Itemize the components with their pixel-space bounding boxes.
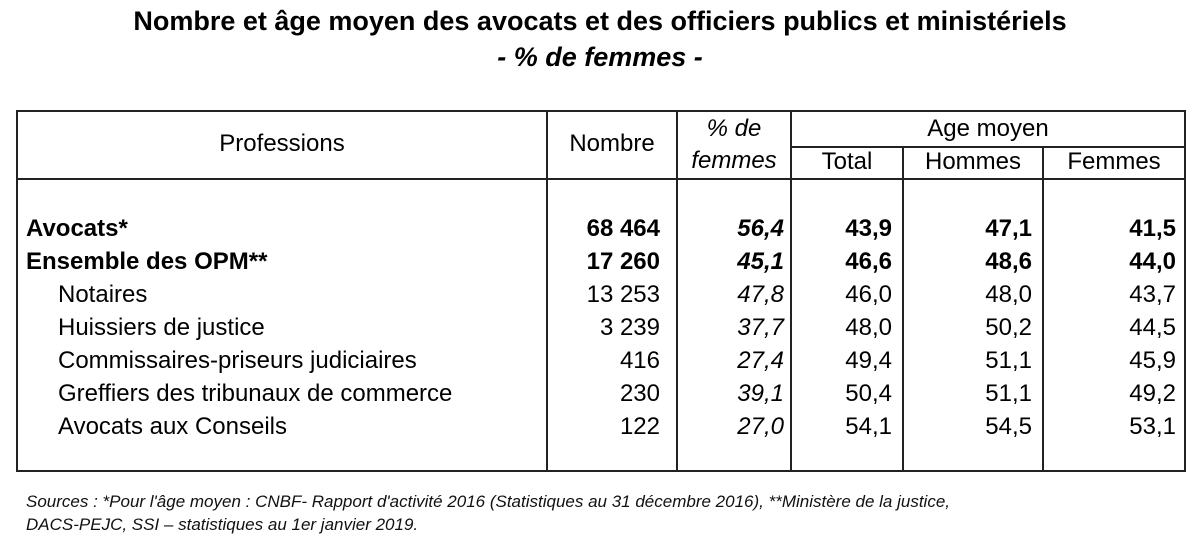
sources-note: Sources : *Pour l'âge moyen : CNBF- Rapp… [26,490,1186,536]
row-nombre: 416 [619,347,660,374]
column-divider [1042,146,1044,470]
row-age-total: 43,9 [845,215,892,242]
column-divider [790,112,792,470]
sources-line-1: Sources : *Pour l'âge moyen : CNBF- Rapp… [26,492,951,511]
header-pct-femmes-line2: femmes [691,147,777,174]
header-nombre: Nombre [569,130,655,157]
header-hommes: Hommes [924,148,1021,175]
row-age-total: 54,1 [845,413,892,440]
row-nombre: 17 260 [586,248,660,275]
row-pct-femmes: 27,4 [737,347,784,374]
row-profession: Huissiers de justice [58,314,265,341]
row-age-hommes: 51,1 [985,380,1032,407]
row-profession: Avocats* [26,215,128,242]
row-age-femmes: 41,5 [1129,215,1176,242]
header-age-moyen: Age moyen [927,115,1049,142]
row-age-femmes: 44,0 [1129,248,1176,275]
row-age-total: 50,4 [845,380,892,407]
row-age-hommes: 48,0 [985,281,1032,308]
row-age-hommes: 47,1 [985,215,1032,242]
row-pct-femmes: 37,7 [737,314,784,341]
header-professions: Professions [219,130,345,157]
header-pct-femmes-line1: % de [706,115,762,142]
row-age-total: 48,0 [845,314,892,341]
sources-line-2: DACS-PEJC, SSI – statistiques au 1er jan… [26,515,419,534]
row-age-femmes: 43,7 [1129,281,1176,308]
row-age-femmes: 49,2 [1129,380,1176,407]
row-pct-femmes: 47,8 [737,281,784,308]
header-total: Total [821,148,873,175]
row-nombre: 122 [619,413,660,440]
row-pct-femmes: 45,1 [737,248,784,275]
row-profession: Avocats aux Conseils [58,413,288,440]
row-pct-femmes: 56,4 [737,215,784,242]
row-nombre: 3 239 [599,314,660,341]
data-table: Professions Nombre % de femmes Age moyen… [16,110,1186,472]
row-age-hommes: 54,5 [985,413,1032,440]
column-divider [676,112,678,470]
row-nombre: 230 [619,380,660,407]
header-femmes: Femmes [1067,148,1161,175]
row-profession: Notaires [58,281,148,308]
column-divider [902,146,904,470]
row-age-hommes: 48,6 [985,248,1032,275]
row-age-femmes: 53,1 [1129,413,1176,440]
row-pct-femmes: 39,1 [737,380,784,407]
header-subdivider [790,146,1184,148]
row-profession: Ensemble des OPM** [26,248,268,275]
row-age-femmes: 44,5 [1129,314,1176,341]
row-age-total: 46,0 [845,281,892,308]
page-title: Nombre et âge moyen des avocats et des o… [133,6,1067,36]
row-age-total: 46,6 [845,248,892,275]
row-profession: Greffiers des tribunaux de commerce [58,380,453,407]
row-age-hommes: 50,2 [985,314,1032,341]
row-age-hommes: 51,1 [985,347,1032,374]
row-age-total: 49,4 [845,347,892,374]
row-profession: Commissaires-priseurs judiciaires [58,347,417,374]
row-pct-femmes: 27,0 [737,413,784,440]
row-age-femmes: 45,9 [1129,347,1176,374]
column-divider [546,112,548,470]
row-nombre: 13 253 [586,281,660,308]
row-nombre: 68 464 [586,215,660,242]
header-bottom-border [18,178,1184,180]
page-subtitle: - % de femmes - [497,42,703,72]
